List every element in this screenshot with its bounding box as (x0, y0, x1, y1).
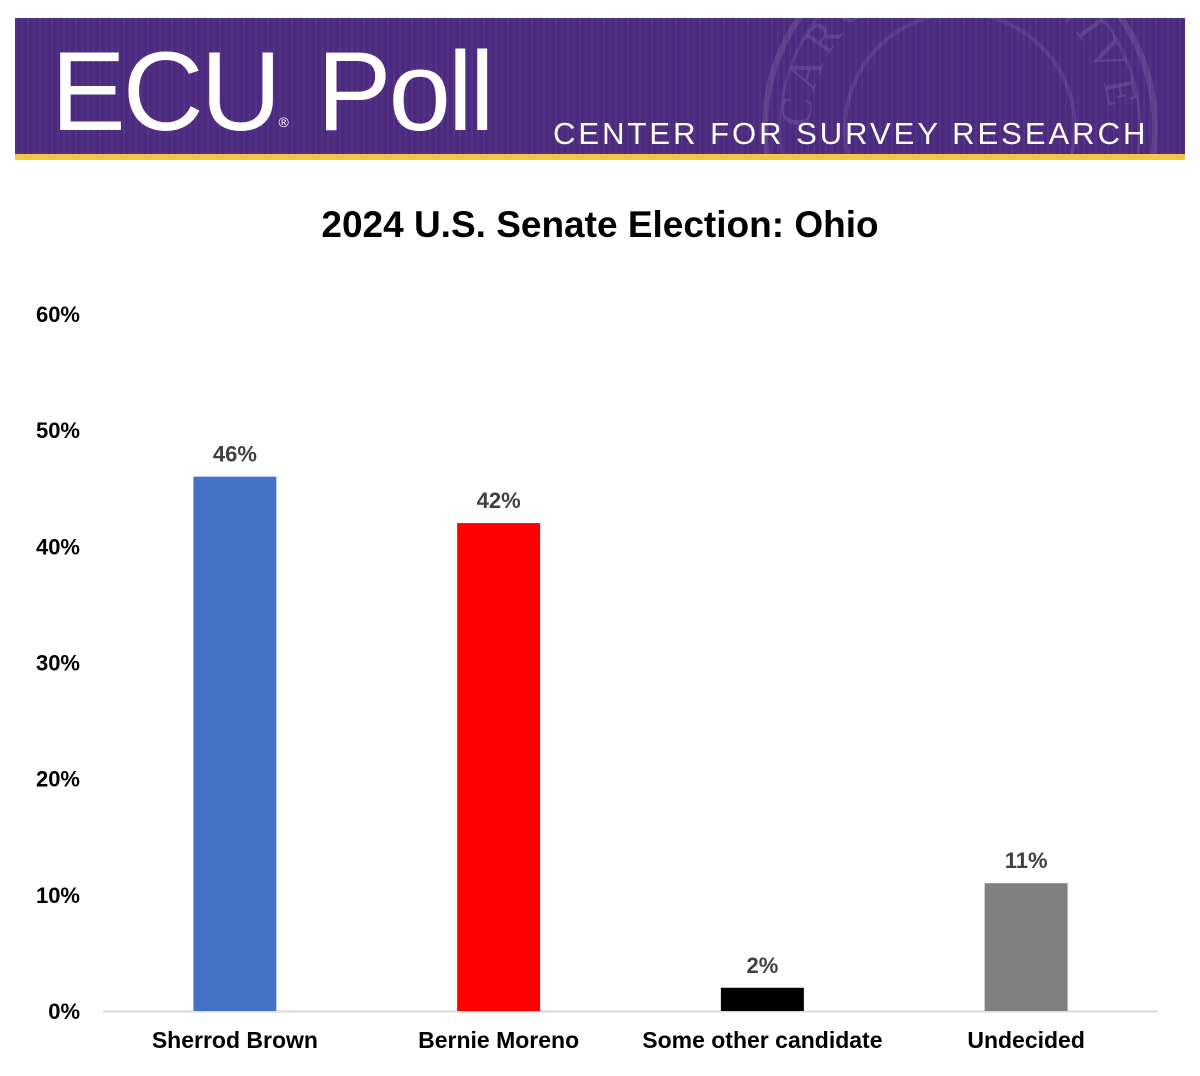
y-tick-label: 20% (36, 767, 80, 792)
center-tagline: CENTER FOR SURVEY RESEARCH (553, 116, 1149, 151)
bar (984, 883, 1068, 1011)
data-label: 2% (746, 953, 778, 978)
logo-poll-text: Poll (288, 29, 495, 154)
category-label: Sherrod Brown (152, 1027, 318, 1053)
category-label: Undecided (967, 1027, 1085, 1053)
data-label: 42% (477, 488, 521, 513)
poll-banner: CAROLINA UNIVERSITY ECU® Poll CENTER FOR… (15, 18, 1185, 154)
registered-mark: ® (278, 114, 289, 130)
ecu-poll-logo: ECU® Poll (51, 36, 495, 148)
logo-ecu-text: ECU (51, 29, 281, 154)
banner-gold-stripe (15, 154, 1185, 160)
y-tick-label: 30% (36, 651, 80, 676)
y-tick-label: 50% (36, 418, 80, 443)
category-label: Some other candidate (642, 1027, 882, 1053)
bar (457, 523, 541, 1011)
data-label: 46% (213, 442, 257, 467)
y-tick-label: 40% (36, 534, 80, 559)
y-tick-label: 10% (36, 883, 80, 908)
y-tick-label: 0% (48, 999, 80, 1024)
bar (193, 476, 277, 1012)
bar (720, 987, 804, 1011)
university-seal-watermark: CAROLINA UNIVERSITY (750, 18, 1158, 154)
data-label: 11% (1005, 848, 1048, 873)
y-tick-label: 60% (36, 302, 80, 327)
category-label: Bernie Moreno (418, 1027, 579, 1053)
chart-title: 2024 U.S. Senate Election: Ohio (321, 204, 879, 245)
